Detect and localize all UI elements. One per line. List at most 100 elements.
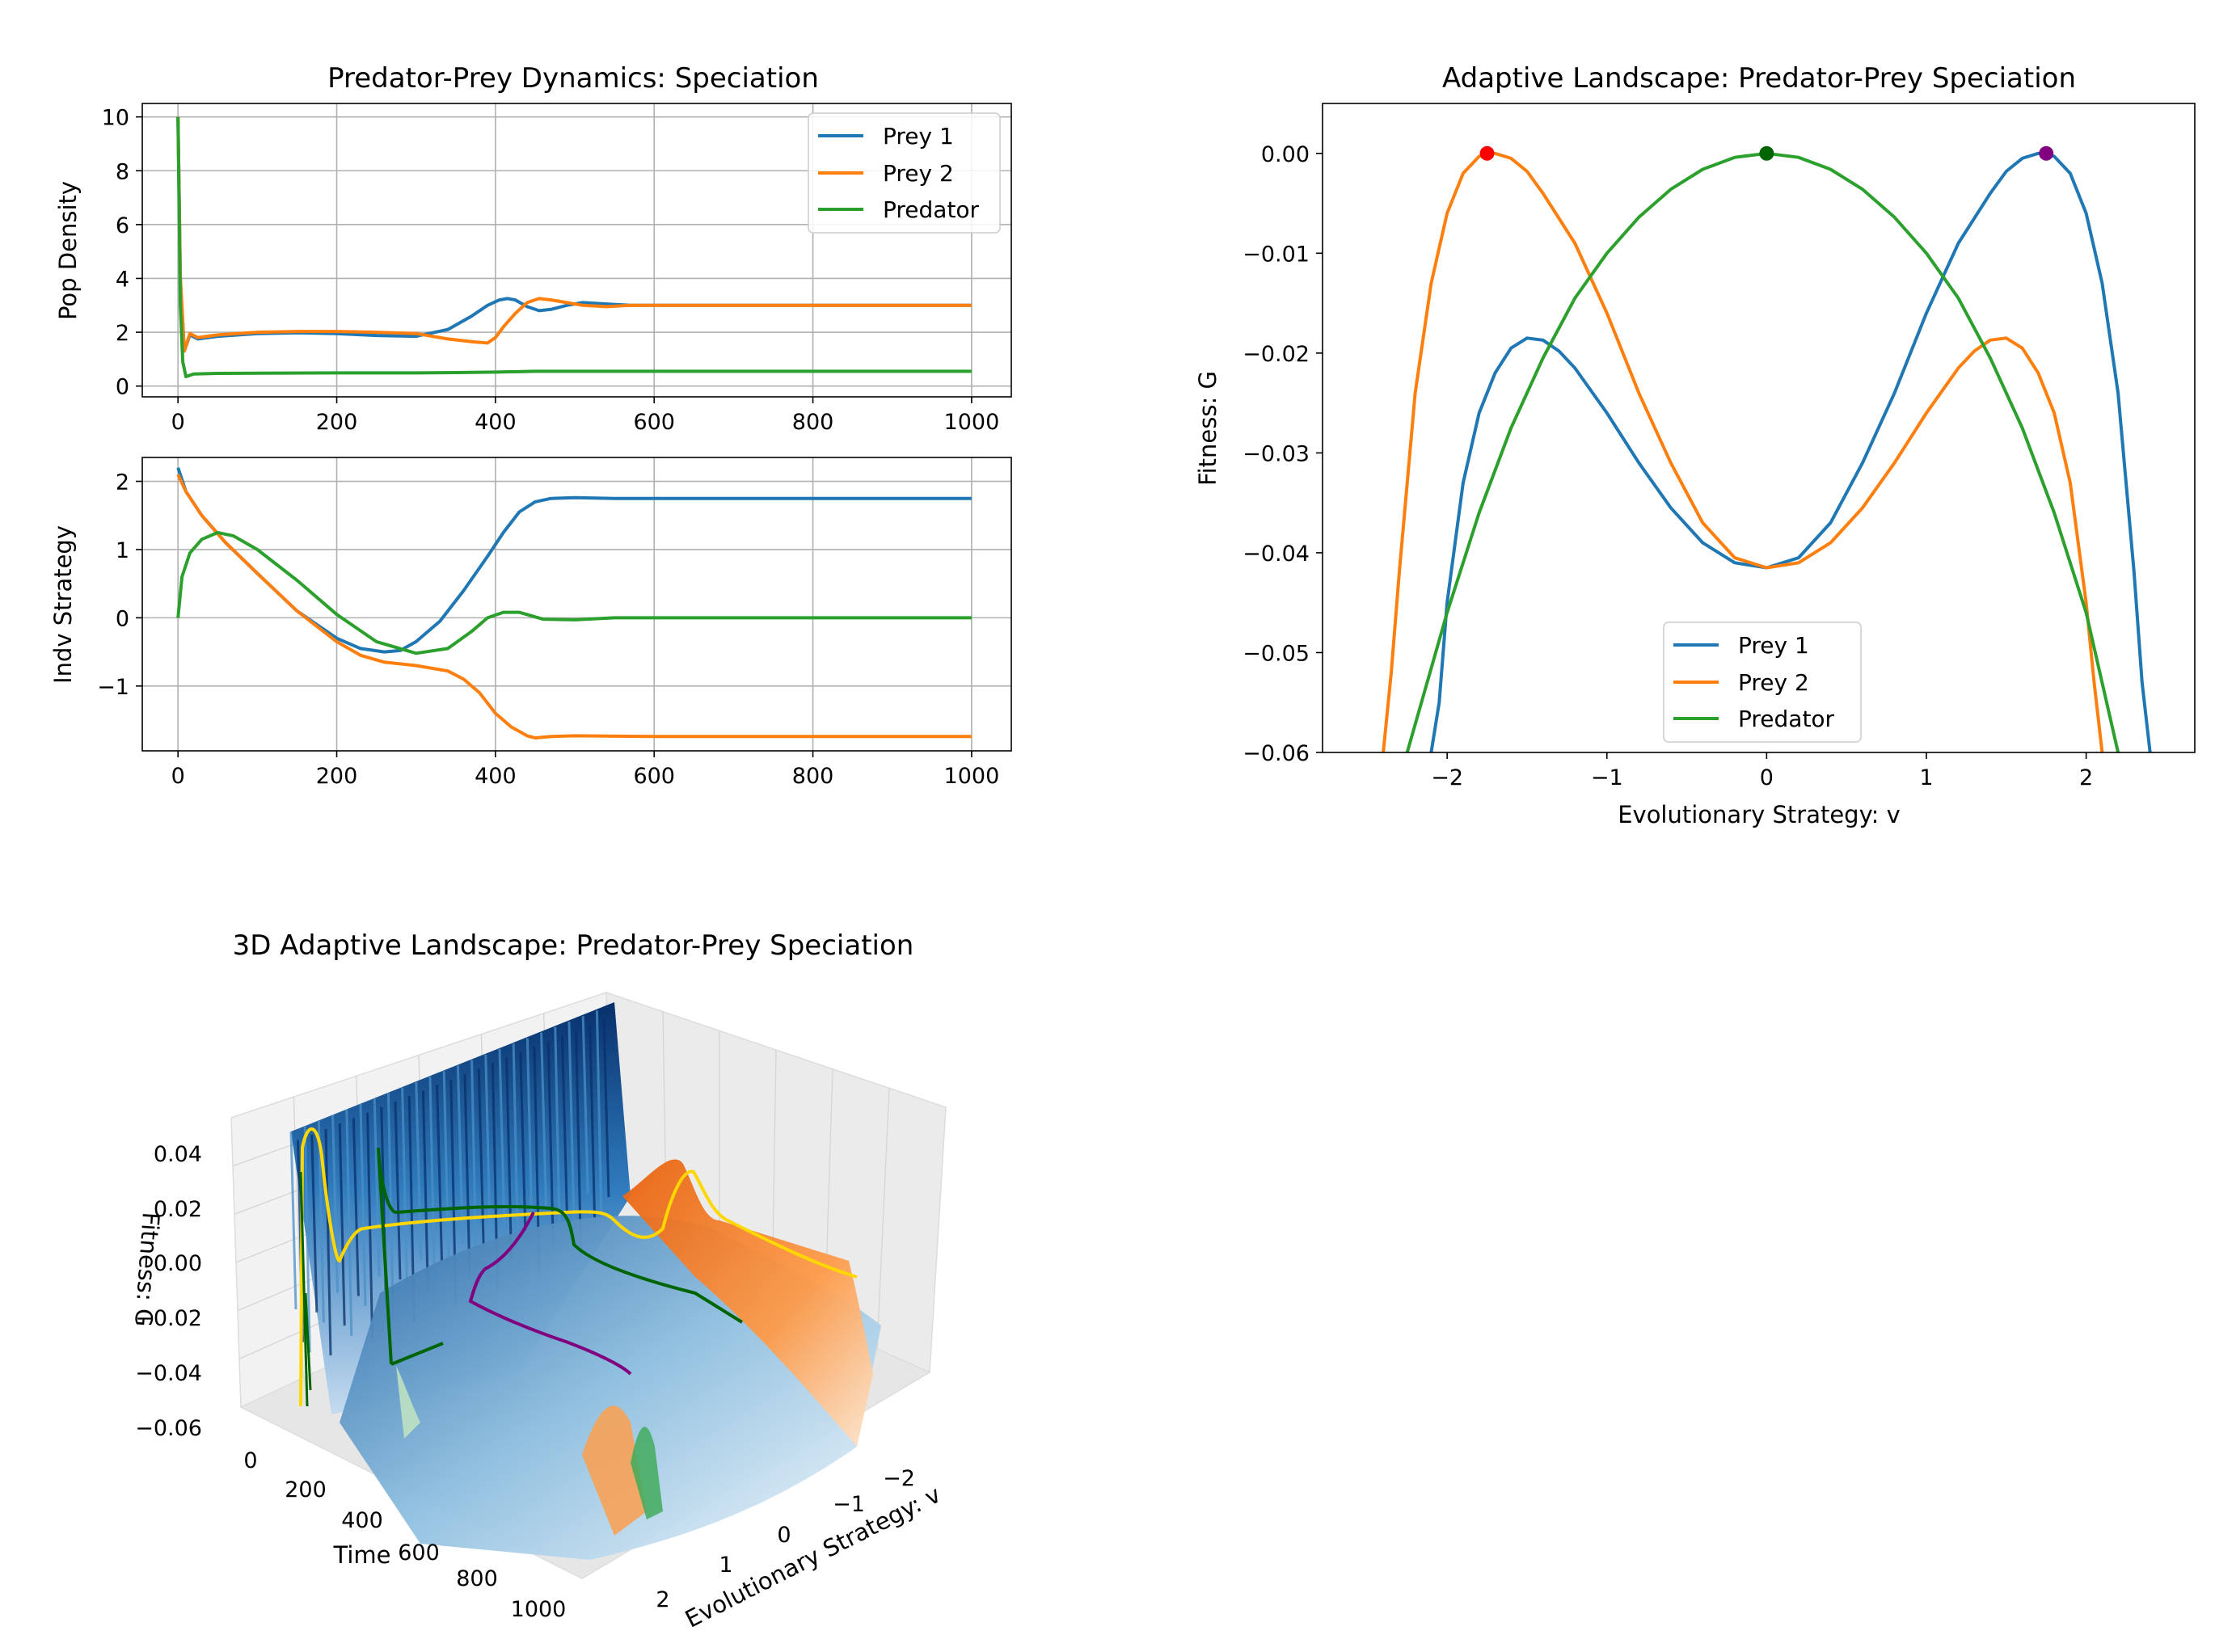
x-tick-label: −2 [1431, 765, 1463, 790]
landscape-3d-ticks: 0.04 0.02 0.00 −0.02 −0.04 −0.06 0 200 400 600 800… [135, 1142, 915, 1622]
surface-ripple [421, 1090, 429, 1293]
strategy-series [176, 467, 972, 740]
y-tick-label: −0.02 [1243, 342, 1310, 367]
surface-ripple [415, 1081, 423, 1260]
x-tick-label: 1000 [511, 1597, 567, 1622]
trajectory-yellow [299, 1127, 858, 1407]
x-tick-label: 0 [243, 1448, 257, 1473]
legend-label-prey2: Prey 2 [883, 160, 954, 187]
trajectory-purple [468, 1212, 632, 1376]
y-tick-label: 2 [656, 1587, 669, 1612]
surface-ripple [373, 1098, 381, 1277]
surface-green-edge [396, 1366, 420, 1439]
surface-ripple [359, 1103, 367, 1307]
y-tick-label: −2 [883, 1466, 915, 1491]
y-tick-label: 1 [719, 1553, 732, 1578]
surface-ripple [540, 1032, 548, 1211]
x-tick-label: 0 [171, 410, 185, 435]
surface-ripple [505, 1057, 513, 1260]
series-line-prey2 [176, 116, 972, 353]
z-tick-label: 0.00 [154, 1251, 202, 1276]
x-tick-label: 0 [171, 764, 185, 789]
x-tick-label: 400 [341, 1508, 383, 1533]
z-tick-label: −0.06 [135, 1416, 202, 1441]
optimum-marker [2039, 145, 2054, 161]
surface-ripple [401, 1087, 409, 1290]
x-tick-label: 2 [2079, 765, 2093, 790]
x-tick-label: 800 [792, 764, 834, 789]
legend-label-prey1: Prey 1 [1738, 632, 1809, 659]
surface-ripple [317, 1120, 325, 1323]
surface-ripple [345, 1109, 353, 1336]
legend-label-predator: Predator [1738, 706, 1835, 732]
series-line-prey1 [1429, 151, 2152, 752]
surface-ripple [463, 1073, 471, 1277]
y-tick-label: 8 [116, 159, 129, 184]
y-tick-label: 2 [116, 321, 129, 346]
x-tick-label: 400 [475, 410, 517, 435]
x-tick-label: 200 [316, 410, 358, 435]
y-tick-label: −0.04 [1243, 542, 1310, 567]
x-tick-label: 200 [316, 764, 358, 789]
landscape-panel: Adaptive Landscape: Predator-Prey Specia… [1194, 62, 2196, 828]
z-tick-label: −0.02 [135, 1306, 202, 1331]
y-tick-label: 6 [116, 213, 129, 238]
legend-box [1663, 622, 1862, 743]
series-line-prey2 [1382, 151, 2104, 752]
y-tick-label: 0 [777, 1523, 791, 1548]
surface-ripple [352, 1118, 360, 1296]
landscape-xlabel: Evolutionary Strategy: v [1618, 801, 1901, 828]
surface-ripple [567, 1021, 576, 1224]
trajectory-green-edge [299, 1171, 312, 1407]
y-tick-label: 10 [102, 106, 129, 131]
x-tick-label: 800 [456, 1566, 498, 1591]
surface-orange-front [582, 1405, 647, 1536]
pop-density-ylabel: Pop Density [54, 181, 82, 320]
surface-ripple [554, 1026, 562, 1254]
surface-ripple [338, 1123, 346, 1326]
strategy-panel: 0 200 400 600 800 1000 −1 0 1 2 Indv Strategy [49, 457, 1012, 789]
legend-label-prey1: Prey 1 [883, 123, 954, 150]
pop-density-title: Predator-Prey Dynamics: Speciation [327, 62, 819, 95]
legend-label-predator: Predator [883, 196, 980, 223]
y-tick-label: −0.01 [1243, 242, 1310, 267]
surface-ripple [442, 1071, 450, 1274]
y-tick-label: −0.05 [1243, 641, 1310, 666]
landscape-3d-xlabel: Time [333, 1541, 391, 1569]
surface-ripple [366, 1112, 374, 1339]
surface-ripple [331, 1115, 340, 1293]
surface-ripple [289, 1131, 297, 1310]
series-line-predator [176, 530, 972, 655]
x-tick-label: 600 [633, 764, 675, 789]
surface-ripple [581, 1016, 589, 1195]
y-tick-label: 4 [116, 267, 129, 292]
pop-density-frame [141, 103, 1012, 398]
surface-ripple [575, 1030, 583, 1257]
strategy-frame [141, 457, 1012, 752]
x-tick-label: −1 [1591, 765, 1623, 790]
landscape-3d-panel: 3D Adaptive Landscape: Predator-Prey Spe… [129, 929, 947, 1633]
x-tick-label: 1 [1919, 765, 1933, 790]
series-line-prey2 [176, 474, 972, 740]
surface-ripple [456, 1065, 464, 1244]
surface-ripple [498, 1048, 506, 1228]
legend-label-prey2: Prey 2 [1738, 669, 1809, 696]
y-tick-label: −0.06 [1243, 741, 1310, 766]
surface-ripple [324, 1128, 332, 1356]
y-tick-label: 0 [116, 606, 129, 631]
surface-ripple [560, 1035, 568, 1214]
x-tick-label: 600 [633, 410, 675, 435]
y-tick-label: −1 [833, 1492, 865, 1517]
landscape-legend: Prey 1 Prey 2 Predator [1663, 622, 1862, 743]
series-line-prey1 [176, 467, 972, 654]
y-tick-label: 0.00 [1261, 142, 1310, 167]
pop-density-series [176, 116, 972, 378]
x-tick-label: 0 [1760, 765, 1774, 790]
x-tick-label: 400 [475, 764, 517, 789]
x-tick-label: 1000 [944, 764, 1000, 789]
pop-density-panel: Predator-Prey Dynamics: Speciation 0 200 4… [54, 62, 1012, 435]
landscape-ticks: −2 −1 0 1 2 0.00 −0.01 −0.02 −0.03 −0.04 −0.05 −0.0… [1243, 142, 2093, 790]
y-tick-label: −0.03 [1243, 441, 1310, 466]
strategy-ylabel: Indv Strategy [49, 525, 77, 684]
